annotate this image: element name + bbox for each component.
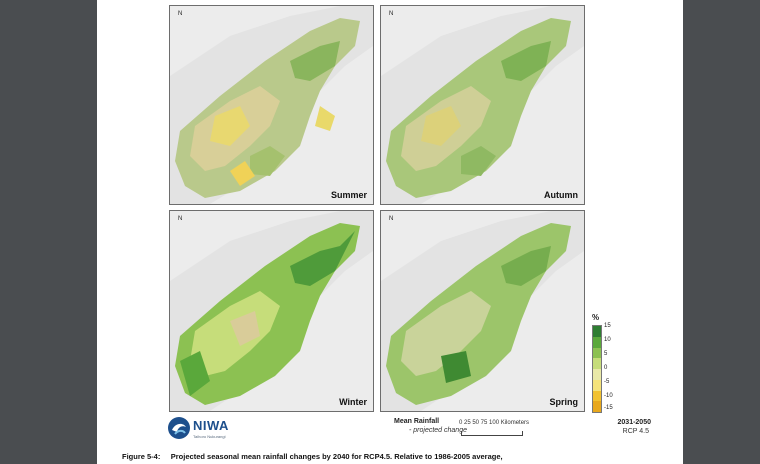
- legend: % 15 10 5 0 -5 -10 -15: [592, 313, 652, 413]
- map-spring: [381, 211, 584, 411]
- map-title: Mean Rainfall: [394, 418, 440, 425]
- document-page: N Summer N Autumn N Winter: [97, 0, 683, 464]
- legend-swatches: [592, 325, 602, 413]
- north-label: N: [178, 11, 183, 17]
- caption-text: Projected seasonal mean rainfall changes…: [170, 452, 503, 461]
- scenario-label: RCP 4.5: [622, 428, 649, 435]
- map-summer: [170, 6, 373, 204]
- map-subtitle: - projected change: [409, 427, 467, 434]
- legend-swatch: [593, 379, 601, 391]
- org-tagline: Taihoro Nukurangi: [193, 434, 226, 439]
- legend-tick: 15: [604, 323, 611, 329]
- niwa-logo-icon: [168, 417, 190, 439]
- legend-tick: -10: [604, 393, 613, 399]
- niwa-logo: NIWA Taihoro Nukurangi: [167, 414, 247, 442]
- scale-bar: 0 25 50 75 100 Kilometers: [459, 420, 569, 444]
- period-label: 2031-2050: [617, 419, 651, 426]
- legend-tick: -15: [604, 405, 613, 411]
- map-panel-spring: N Spring: [380, 210, 585, 412]
- season-label: Winter: [339, 397, 367, 407]
- map-panel-autumn: N Autumn: [380, 5, 585, 205]
- legend-swatch: [593, 326, 601, 337]
- scale-labels: 0 25 50 75 100 Kilometers: [459, 420, 530, 426]
- legend-unit: %: [592, 313, 600, 322]
- legend-swatch: [593, 336, 601, 348]
- north-arrow: N: [176, 11, 186, 33]
- north-arrow: N: [387, 216, 397, 238]
- caption-label: Figure 5-4:: [122, 452, 161, 461]
- legend-tick: 10: [604, 337, 611, 343]
- north-label: N: [389, 11, 394, 17]
- legend-swatch: [593, 390, 601, 402]
- legend-tick: -5: [604, 379, 610, 385]
- legend-tick: 5: [604, 351, 608, 357]
- map-winter: [170, 211, 373, 411]
- legend-swatch: [593, 369, 601, 380]
- map-panel-winter: N Winter: [169, 210, 374, 412]
- north-label: N: [178, 216, 183, 222]
- legend-swatch: [593, 358, 601, 369]
- legend-tick: 0: [604, 365, 608, 371]
- legend-swatch: [593, 401, 601, 412]
- org-name: NIWA: [193, 418, 229, 433]
- legend-swatch: [593, 347, 601, 359]
- scale-bar-graphic: [461, 431, 523, 436]
- north-arrow: N: [387, 11, 397, 33]
- north-arrow: N: [176, 216, 186, 238]
- figure-caption: Figure 5-4: Projected seasonal mean rain…: [122, 452, 503, 461]
- season-label: Autumn: [544, 190, 578, 200]
- north-label: N: [389, 216, 394, 222]
- map-panel-summer: N Summer: [169, 5, 374, 205]
- season-label: Summer: [330, 190, 367, 200]
- map-footer: NIWA Taihoro Nukurangi Mean Rainfall - p…: [167, 414, 651, 444]
- season-label: Spring: [549, 397, 579, 407]
- map-autumn: [381, 6, 584, 204]
